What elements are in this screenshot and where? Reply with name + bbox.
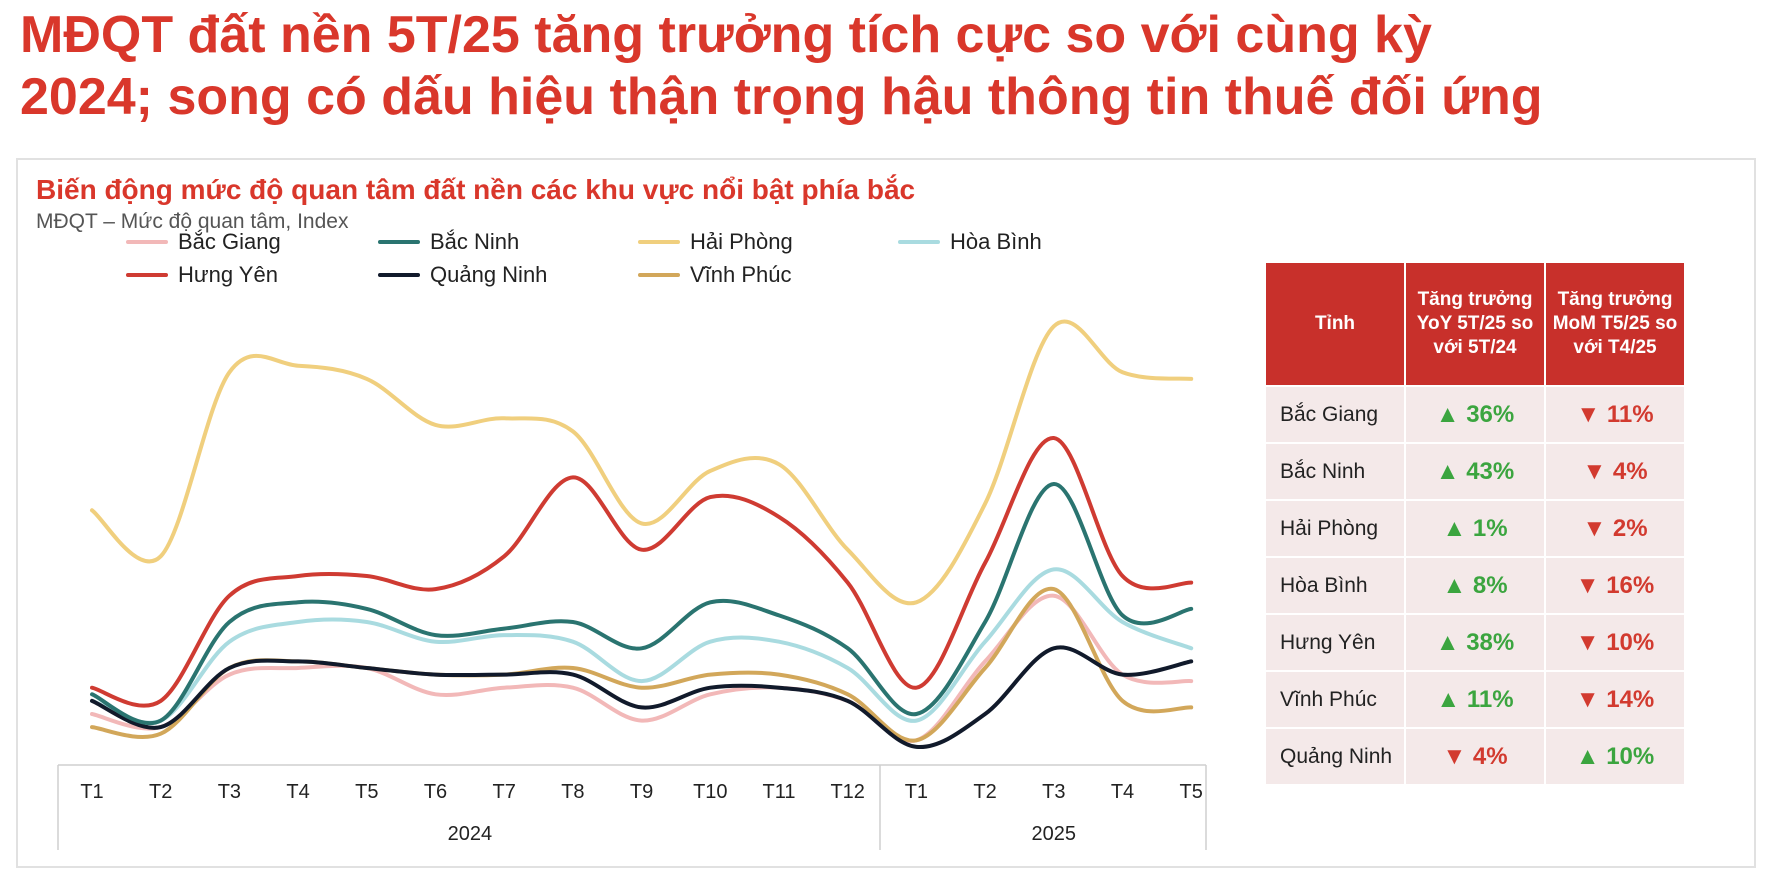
cell-yoy: ▼ 4% [1404, 727, 1546, 786]
x-tick-label: T1 [905, 781, 928, 803]
series-line-bắc-ninh [90, 481, 1194, 725]
series-line-hòa-bình [90, 567, 1194, 725]
legend-label: Quảng Ninh [430, 262, 548, 287]
legend-swatch [126, 240, 168, 244]
series-line-hưng-yên [90, 436, 1194, 708]
x-tick-label: T5 [355, 781, 378, 803]
legend-item: Vĩnh Phúc [638, 262, 792, 288]
x-tick-label: T10 [693, 781, 727, 803]
legend-label: Bắc Ninh [430, 229, 520, 254]
headline: MĐQT đất nền 5T/25 tăng trưởng tích cực … [20, 4, 1760, 128]
legend-swatch [638, 273, 680, 277]
legend-swatch [378, 240, 420, 244]
series-line-hải-phòng [90, 319, 1194, 606]
legend-label: Vĩnh Phúc [690, 262, 792, 287]
cell-province: Vĩnh Phúc [1264, 670, 1406, 729]
table-row: Hưng Yên ▲ 38% ▼ 10% [1264, 613, 1686, 672]
x-tick-label: T12 [830, 781, 864, 803]
legend-item: Bắc Giang [126, 229, 281, 255]
cell-mom: ▼ 11% [1544, 385, 1686, 444]
chart-title: Biến động mức độ quan tâm đất nền các kh… [36, 174, 916, 205]
legend-item: Hưng Yên [126, 262, 278, 288]
cell-mom: ▼ 14% [1544, 670, 1686, 729]
legend-item: Hòa Bình [898, 229, 1042, 255]
legend-swatch [126, 273, 168, 277]
cell-province: Hòa Bình [1264, 556, 1406, 615]
x-tick-label: T11 [763, 781, 796, 803]
table-row: Vĩnh Phúc ▲ 11% ▼ 14% [1264, 670, 1686, 729]
x-tick-label: T7 [493, 781, 516, 803]
headline-line-2: 2024; song có dấu hiệu thận trọng hậu th… [20, 68, 1543, 126]
cell-yoy: ▲ 11% [1404, 670, 1546, 729]
cell-yoy: ▲ 36% [1404, 385, 1546, 444]
year-group-label: 2025 [1032, 823, 1077, 845]
x-tick-label: T5 [1180, 781, 1203, 803]
legend-swatch [638, 240, 680, 244]
legend-item: Quảng Ninh [378, 262, 547, 288]
series-line-quảng-ninh [90, 645, 1194, 749]
cell-mom: ▼ 10% [1544, 613, 1686, 672]
legend-swatch [378, 273, 420, 277]
header-yoy: Tăng trưởng YoY 5T/25 so với 5T/24 [1404, 261, 1546, 387]
cell-yoy: ▲ 8% [1404, 556, 1546, 615]
cell-mom: ▼ 16% [1544, 556, 1686, 615]
cell-province: Bắc Ninh [1264, 442, 1406, 501]
cell-province: Quảng Ninh [1264, 727, 1406, 786]
chart-subtitle: MĐQT – Mức độ quan tâm, Index [36, 210, 349, 233]
table-header-row: Tỉnh Tăng trưởng YoY 5T/25 so với 5T/24 … [1264, 261, 1686, 387]
table-row: Hải Phòng ▲ 1% ▼ 2% [1264, 499, 1686, 558]
legend-label: Bắc Giang [178, 229, 281, 254]
x-tick-label: T1 [80, 781, 103, 803]
legend-item: Bắc Ninh [378, 229, 519, 255]
cell-yoy: ▲ 1% [1404, 499, 1546, 558]
cell-yoy: ▲ 43% [1404, 442, 1546, 501]
legend-swatch [898, 240, 940, 244]
headline-line-1: MĐQT đất nền 5T/25 tăng trưởng tích cực … [20, 6, 1432, 64]
table-row: Hòa Bình ▲ 8% ▼ 16% [1264, 556, 1686, 615]
cell-mom: ▼ 2% [1544, 499, 1686, 558]
header-province: Tỉnh [1264, 261, 1406, 387]
legend-label: Hòa Bình [950, 229, 1042, 254]
x-tick-label: T6 [424, 781, 447, 803]
x-tick-label: T3 [218, 781, 241, 803]
x-tick-label: T4 [286, 781, 309, 803]
cell-mom: ▼ 4% [1544, 442, 1686, 501]
x-tick-label: T2 [973, 781, 996, 803]
cell-province: Hải Phòng [1264, 499, 1406, 558]
table-row: Quảng Ninh ▼ 4% ▲ 10% [1264, 727, 1686, 786]
x-tick-label: T8 [561, 781, 584, 803]
header-mom: Tăng trưởng MoM T5/25 so với T4/25 [1544, 261, 1686, 387]
table-row: Bắc Ninh ▲ 43% ▼ 4% [1264, 442, 1686, 501]
cell-yoy: ▲ 38% [1404, 613, 1546, 672]
x-tick-label: T2 [149, 781, 172, 803]
growth-table: Tỉnh Tăng trưởng YoY 5T/25 so với 5T/24 … [1264, 261, 1686, 786]
cell-province: Hưng Yên [1264, 613, 1406, 672]
year-group-label: 2024 [448, 823, 493, 845]
x-tick-label: T3 [1042, 781, 1065, 803]
legend-label: Hưng Yên [178, 262, 278, 287]
legend-label: Hải Phòng [690, 229, 793, 254]
cell-province: Bắc Giang [1264, 385, 1406, 444]
legend-item: Hải Phòng [638, 229, 793, 255]
cell-mom: ▲ 10% [1544, 727, 1686, 786]
x-tick-label: T4 [1111, 781, 1134, 803]
table-row: Bắc Giang ▲ 36% ▼ 11% [1264, 385, 1686, 444]
x-tick-label: T9 [630, 781, 653, 803]
